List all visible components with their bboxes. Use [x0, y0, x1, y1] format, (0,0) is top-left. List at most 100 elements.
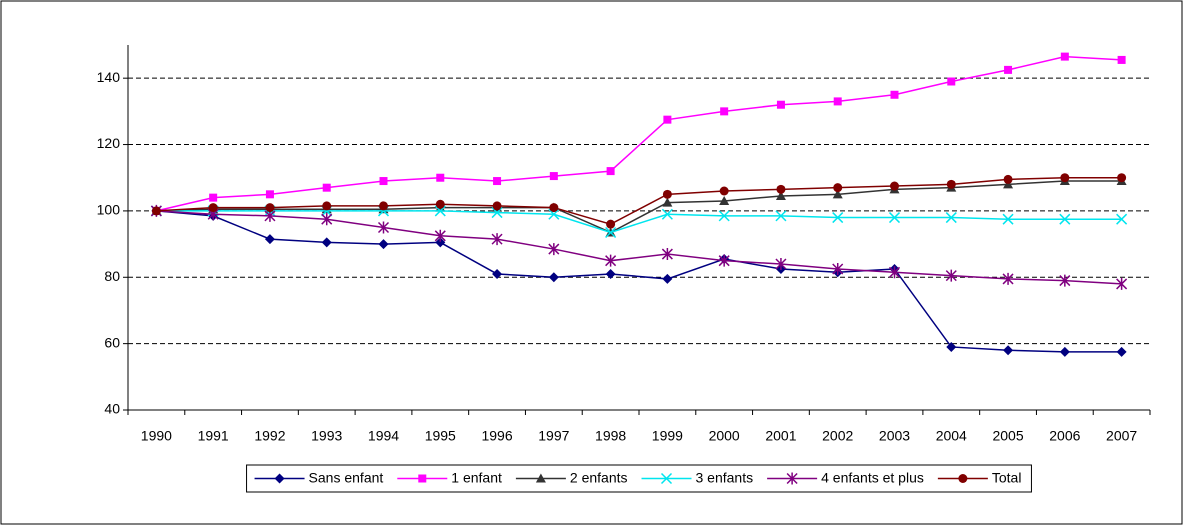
- x-tick-label: 1991: [198, 428, 229, 444]
- marker: [719, 195, 730, 205]
- marker: [1117, 55, 1126, 64]
- x-tick-label: 1994: [368, 428, 399, 444]
- marker: [379, 201, 388, 211]
- marker: [435, 237, 446, 248]
- marker: [491, 207, 503, 219]
- marker: [776, 184, 786, 194]
- series-line: [156, 210, 1122, 353]
- marker: [493, 177, 502, 186]
- marker: [548, 243, 560, 256]
- marker: [535, 473, 546, 483]
- legend-label: 3 enfants: [696, 470, 754, 486]
- marker: [606, 219, 616, 229]
- marker: [605, 268, 616, 279]
- x-tick-label: 1999: [652, 428, 683, 444]
- series-line: [156, 176, 1122, 225]
- marker: [1117, 173, 1127, 183]
- marker: [832, 262, 844, 275]
- marker: [833, 183, 843, 193]
- marker: [492, 268, 503, 279]
- x-tick-label: 1990: [141, 428, 172, 444]
- marker: [322, 183, 331, 192]
- marker: [321, 237, 332, 248]
- marker: [832, 189, 843, 199]
- marker: [775, 210, 787, 222]
- marker: [1059, 274, 1071, 287]
- marker: [379, 177, 388, 186]
- legend-label: 1 enfant: [451, 470, 502, 486]
- marker: [1003, 345, 1014, 356]
- x-tick-label: 2006: [1049, 428, 1080, 444]
- marker: [434, 229, 446, 242]
- marker: [321, 213, 333, 226]
- legend-item: Total: [937, 470, 1021, 486]
- legend-label: 2 enfants: [570, 470, 628, 486]
- marker: [958, 474, 968, 483]
- x-tick-label: 2002: [822, 428, 853, 444]
- x-tick-label: 1992: [254, 428, 285, 444]
- marker: [1060, 173, 1070, 183]
- y-tick-label: 100: [97, 202, 121, 218]
- marker: [720, 107, 729, 116]
- series-line: [156, 210, 1122, 234]
- marker: [151, 206, 161, 216]
- marker: [1004, 65, 1013, 74]
- marker: [888, 266, 901, 279]
- marker: [265, 203, 275, 213]
- x-tick-label: 2003: [879, 428, 910, 444]
- x-tick-label: 2005: [992, 428, 1023, 444]
- y-tick-label: 60: [104, 334, 120, 350]
- marker: [718, 254, 730, 267]
- marker: [776, 100, 785, 109]
- marker: [605, 254, 617, 267]
- x-tick-label: 1998: [595, 428, 626, 444]
- marker: [775, 258, 787, 270]
- marker: [264, 234, 275, 245]
- series-line: [156, 55, 1122, 212]
- legend-item: 2 enfants: [515, 470, 628, 486]
- y-tick-label: 40: [104, 401, 120, 417]
- marker: [1116, 346, 1127, 357]
- marker: [549, 172, 558, 181]
- x-tick-label: 1996: [481, 428, 512, 444]
- marker: [435, 199, 445, 209]
- marker: [548, 208, 560, 220]
- marker: [663, 115, 672, 124]
- x-tick-label: 2001: [765, 428, 796, 444]
- marker: [434, 205, 446, 217]
- marker: [1002, 272, 1014, 285]
- marker: [661, 248, 673, 261]
- legend-item: 4 enfants et plus: [767, 470, 924, 486]
- marker: [606, 167, 615, 176]
- marker: [945, 269, 957, 282]
- marker: [265, 190, 274, 199]
- legend-item: 1 enfant: [397, 470, 502, 486]
- x-tick-label: 1995: [425, 428, 456, 444]
- marker: [661, 208, 673, 220]
- marker: [719, 186, 729, 196]
- marker: [1116, 213, 1128, 225]
- x-tick-label: 2004: [936, 428, 967, 444]
- x-tick-label: 2000: [709, 428, 740, 444]
- marker: [890, 90, 899, 99]
- marker: [436, 173, 445, 182]
- marker: [208, 203, 218, 213]
- marker: [322, 201, 332, 211]
- x-tick-label: 2007: [1106, 428, 1137, 444]
- marker: [786, 472, 798, 485]
- marker: [662, 273, 673, 284]
- marker: [1059, 346, 1070, 357]
- legend-item: Sans enfant: [254, 470, 383, 486]
- marker: [718, 210, 730, 222]
- marker: [947, 77, 956, 86]
- marker: [378, 239, 389, 250]
- y-tick-label: 140: [97, 69, 121, 85]
- marker: [1059, 213, 1071, 225]
- legend-label: 4 enfants et plus: [821, 470, 924, 486]
- marker: [775, 190, 786, 200]
- marker: [548, 272, 559, 283]
- marker: [1003, 174, 1013, 184]
- series-line: [156, 210, 1122, 285]
